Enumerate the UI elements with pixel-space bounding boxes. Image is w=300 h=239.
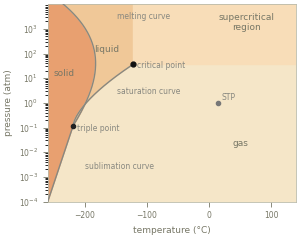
Y-axis label: pressure (atm): pressure (atm) [4,70,13,136]
Text: triple point: triple point [77,124,119,133]
Text: sublimation curve: sublimation curve [85,163,154,171]
Text: solid: solid [54,69,75,78]
Polygon shape [134,4,296,64]
Text: melting curve: melting curve [117,12,170,21]
Text: saturation curve: saturation curve [117,87,181,96]
Text: liquid: liquid [94,45,119,54]
Text: critical point: critical point [137,60,185,70]
Polygon shape [63,4,134,125]
X-axis label: temperature (°C): temperature (°C) [133,226,211,235]
Polygon shape [48,4,96,201]
Text: gas: gas [232,139,248,148]
Text: supercritical
region: supercritical region [218,13,274,32]
Text: STP: STP [221,93,236,102]
